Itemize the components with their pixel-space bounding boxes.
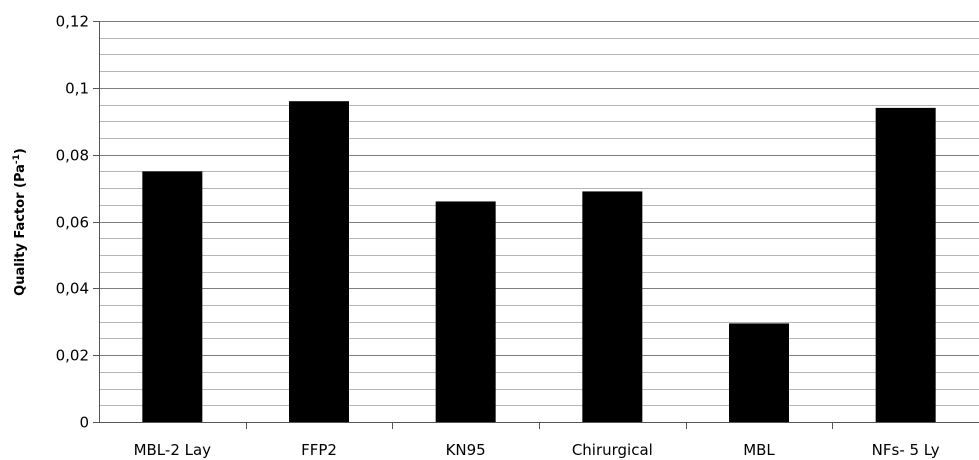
x-tick-labels: MBL-2 Lay FFP2 KN95 Chirurgical MBL NFs- 5 Ly xyxy=(134,441,940,459)
bars xyxy=(142,101,936,422)
bar-nfs-5-ly xyxy=(875,107,936,422)
y-tick-labels: 0 0,02 0,04 0,06 0,08 0,1 0,12 xyxy=(56,13,89,432)
y-tick-label: 0,1 xyxy=(65,80,89,98)
y-tick-label: 0,02 xyxy=(56,347,89,365)
y-tick-label: 0,04 xyxy=(56,280,89,298)
y-tick-label: 0,06 xyxy=(56,214,89,232)
y-tick-label: 0 xyxy=(79,414,89,432)
axes xyxy=(93,21,979,429)
bar-mbl xyxy=(729,323,789,422)
x-tick-label: KN95 xyxy=(446,441,486,459)
bar-chirurgical xyxy=(582,191,643,422)
y-axis-label-close: ) xyxy=(13,148,28,154)
y-tick-label: 0,08 xyxy=(56,147,89,165)
y-axis-label-sup: -1 xyxy=(12,154,22,164)
x-tick-label: Chirurgical xyxy=(572,441,653,459)
x-tick-label: MBL xyxy=(743,441,775,459)
bar-kn95 xyxy=(435,201,496,422)
x-tick-label: MBL-2 Lay xyxy=(134,441,212,459)
y-axis-label-main: Quality Factor (Pa xyxy=(13,164,28,296)
y-tick-label: 0,12 xyxy=(56,13,89,31)
y-axis-label: Quality Factor (Pa-1) xyxy=(12,148,28,296)
bar-mbl-2-lay xyxy=(142,171,203,422)
grid-lines xyxy=(99,21,979,406)
bar-ffp2 xyxy=(289,101,349,422)
x-tick-label: NFs- 5 Ly xyxy=(872,441,940,459)
x-tick-label: FFP2 xyxy=(301,441,337,459)
